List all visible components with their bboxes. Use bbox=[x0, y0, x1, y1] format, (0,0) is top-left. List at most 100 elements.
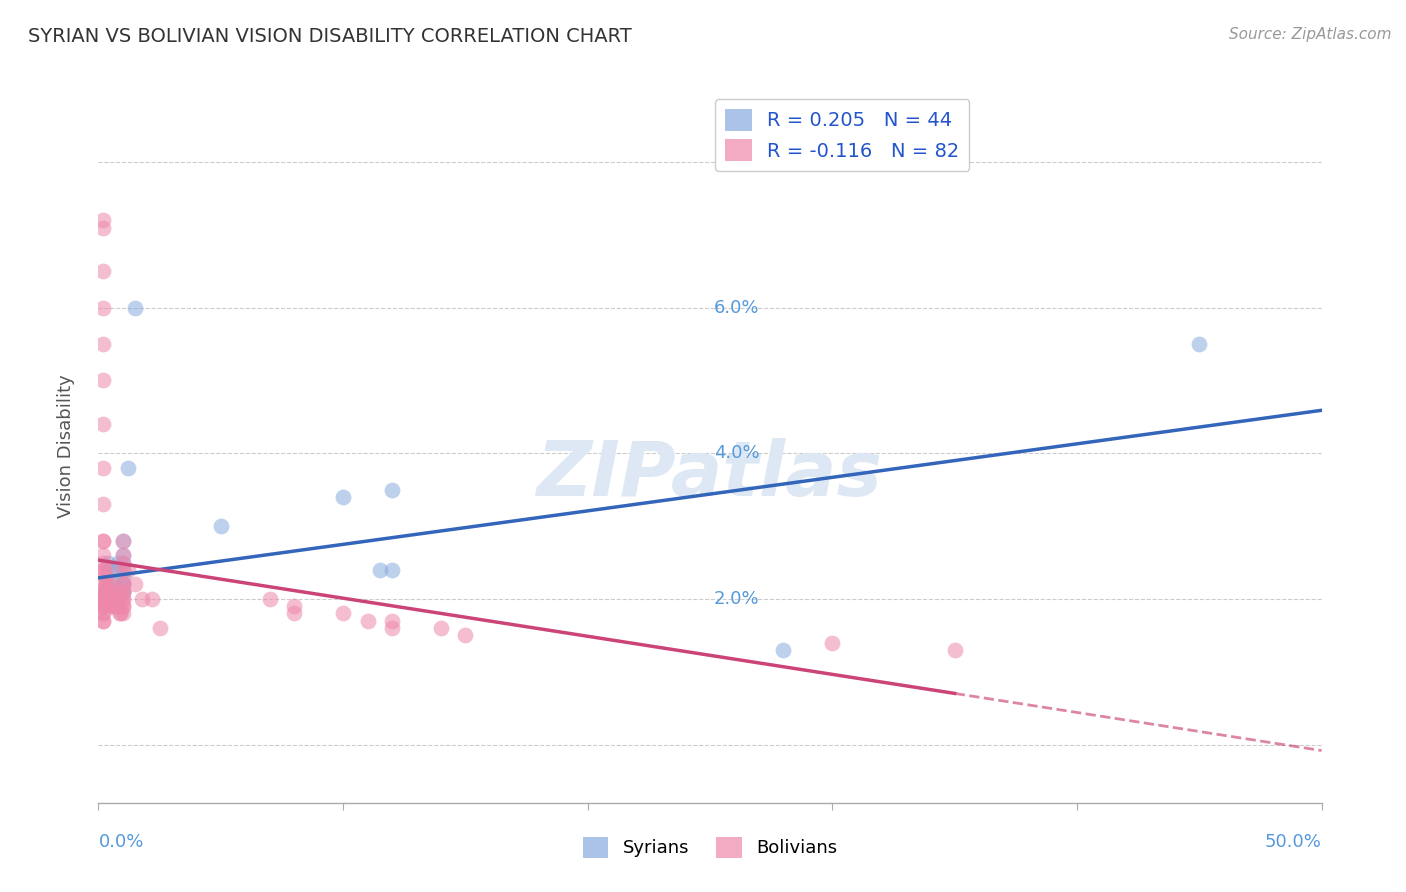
Point bbox=[91, 548, 114, 562]
Point bbox=[91, 213, 114, 227]
Point bbox=[91, 533, 114, 548]
Point bbox=[94, 577, 117, 591]
Point bbox=[101, 584, 124, 599]
Legend: Syrians, Bolivians: Syrians, Bolivians bbox=[575, 830, 845, 865]
Point bbox=[91, 533, 114, 548]
Point bbox=[91, 607, 114, 621]
Point bbox=[111, 577, 134, 591]
Point bbox=[94, 591, 117, 606]
Point bbox=[111, 599, 134, 614]
Point bbox=[1188, 337, 1211, 351]
Point bbox=[104, 599, 127, 614]
Point bbox=[124, 301, 146, 315]
Point bbox=[101, 584, 124, 599]
Point bbox=[94, 591, 117, 606]
Point bbox=[97, 577, 120, 591]
Point bbox=[209, 519, 232, 533]
Point bbox=[111, 577, 134, 591]
Text: 2.0%: 2.0% bbox=[714, 590, 759, 608]
Text: 8.0%: 8.0% bbox=[714, 153, 759, 171]
Point bbox=[94, 563, 117, 577]
Point bbox=[943, 643, 966, 657]
Point bbox=[332, 490, 354, 504]
Point bbox=[111, 548, 134, 562]
Point bbox=[91, 220, 114, 235]
Point bbox=[91, 556, 114, 570]
Text: 0.0%: 0.0% bbox=[98, 833, 143, 851]
Point bbox=[94, 591, 117, 606]
Point bbox=[104, 591, 127, 606]
Point bbox=[91, 614, 114, 628]
Point bbox=[111, 533, 134, 548]
Point bbox=[381, 614, 404, 628]
Point bbox=[117, 460, 139, 475]
Point bbox=[94, 591, 117, 606]
Point bbox=[100, 599, 122, 614]
Point bbox=[454, 628, 477, 642]
Text: 6.0%: 6.0% bbox=[714, 299, 759, 317]
Point bbox=[107, 599, 129, 614]
Point bbox=[107, 599, 129, 614]
Point bbox=[91, 460, 114, 475]
Point bbox=[104, 563, 127, 577]
Point bbox=[821, 635, 844, 649]
Point bbox=[110, 607, 132, 621]
Point bbox=[111, 556, 134, 570]
Point bbox=[110, 607, 132, 621]
Text: 4.0%: 4.0% bbox=[714, 444, 759, 462]
Point bbox=[111, 577, 134, 591]
Point bbox=[91, 614, 114, 628]
Point bbox=[111, 533, 134, 548]
Point bbox=[97, 591, 120, 606]
Point bbox=[100, 584, 122, 599]
Point bbox=[111, 548, 134, 562]
Text: ZIPatlas: ZIPatlas bbox=[537, 438, 883, 511]
Point bbox=[91, 591, 114, 606]
Point bbox=[332, 607, 354, 621]
Point bbox=[91, 584, 114, 599]
Point bbox=[91, 301, 114, 315]
Point bbox=[259, 591, 281, 606]
Point bbox=[381, 483, 404, 497]
Text: Source: ZipAtlas.com: Source: ZipAtlas.com bbox=[1229, 27, 1392, 42]
Point bbox=[104, 599, 127, 614]
Point bbox=[91, 591, 114, 606]
Point bbox=[94, 591, 117, 606]
Point bbox=[94, 591, 117, 606]
Point bbox=[94, 584, 117, 599]
Point bbox=[100, 577, 122, 591]
Point bbox=[94, 591, 117, 606]
Point bbox=[100, 591, 122, 606]
Point bbox=[283, 599, 305, 614]
Point bbox=[94, 591, 117, 606]
Point bbox=[368, 563, 391, 577]
Point bbox=[91, 417, 114, 432]
Point bbox=[356, 614, 378, 628]
Point bbox=[149, 621, 172, 635]
Point bbox=[91, 591, 114, 606]
Point bbox=[430, 621, 453, 635]
Point bbox=[91, 599, 114, 614]
Point bbox=[111, 584, 134, 599]
Point bbox=[97, 591, 120, 606]
Point bbox=[117, 563, 139, 577]
Point bbox=[97, 584, 120, 599]
Point bbox=[97, 584, 120, 599]
Point bbox=[91, 599, 114, 614]
Point bbox=[91, 607, 114, 621]
Point bbox=[94, 584, 117, 599]
Point bbox=[111, 577, 134, 591]
Point bbox=[107, 556, 129, 570]
Point bbox=[100, 591, 122, 606]
Point bbox=[107, 591, 129, 606]
Point bbox=[91, 591, 114, 606]
Point bbox=[283, 607, 305, 621]
Point bbox=[381, 621, 404, 635]
Point bbox=[94, 591, 117, 606]
Point bbox=[94, 591, 117, 606]
Point bbox=[772, 643, 794, 657]
Point bbox=[111, 563, 134, 577]
Point bbox=[94, 577, 117, 591]
Point bbox=[97, 563, 120, 577]
Point bbox=[124, 577, 146, 591]
